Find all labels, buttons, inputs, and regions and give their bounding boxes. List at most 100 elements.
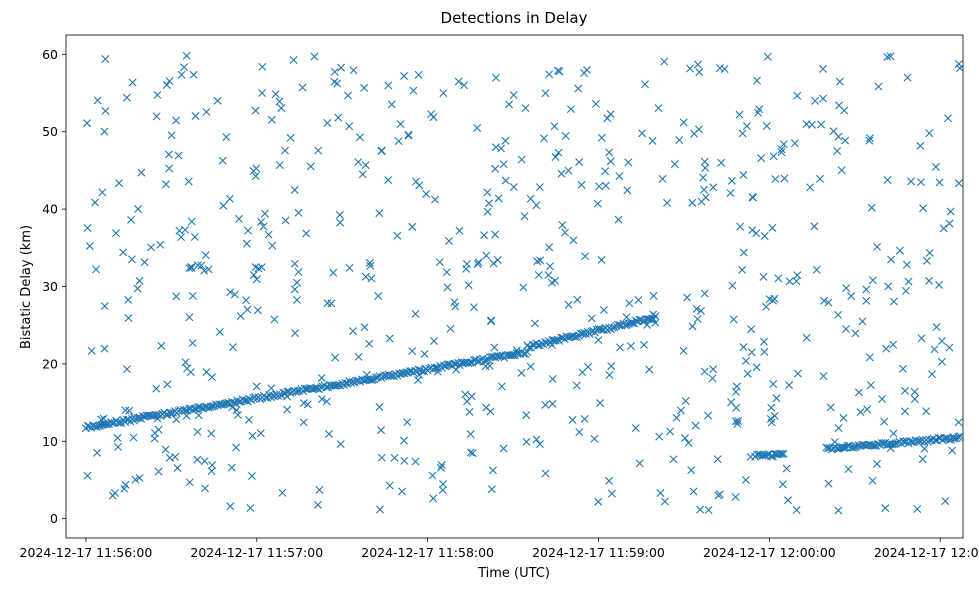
- data-point: [709, 365, 718, 374]
- x-tick-label: 2024-12-17 11:57:00: [190, 545, 323, 560]
- data-point: [910, 395, 919, 404]
- data-point: [207, 429, 216, 438]
- data-point: [468, 449, 477, 458]
- data-point: [868, 441, 877, 450]
- data-point: [605, 476, 614, 485]
- data-point: [377, 426, 386, 435]
- data-point: [200, 457, 209, 466]
- data-point: [881, 504, 890, 513]
- data-point: [487, 485, 496, 494]
- data-point: [626, 319, 635, 328]
- data-point: [694, 125, 703, 134]
- data-point: [693, 315, 702, 324]
- data-point: [293, 278, 301, 287]
- data-point: [834, 101, 843, 110]
- data-point: [181, 358, 190, 367]
- data-point: [108, 491, 117, 500]
- data-point: [742, 122, 751, 130]
- data-point: [772, 394, 781, 403]
- data-point: [507, 351, 516, 360]
- data-point: [920, 444, 929, 453]
- data-point: [727, 176, 736, 185]
- data-point: [545, 262, 554, 271]
- data-point: [501, 136, 510, 145]
- data-point: [606, 110, 615, 119]
- data-point: [810, 222, 819, 231]
- data-point: [202, 368, 211, 377]
- data-point: [937, 336, 946, 345]
- data-point: [844, 465, 853, 474]
- data-point: [330, 67, 339, 76]
- data-point: [222, 133, 231, 142]
- data-point: [752, 229, 761, 238]
- data-point: [470, 303, 478, 312]
- data-point: [219, 201, 228, 210]
- data-point: [884, 282, 893, 291]
- data-point: [785, 277, 794, 286]
- data-point: [345, 263, 354, 272]
- data-point: [683, 293, 692, 302]
- data-point: [226, 288, 235, 297]
- data-point: [499, 444, 508, 453]
- data-point: [187, 263, 196, 272]
- data-point: [124, 314, 133, 322]
- data-point: [460, 81, 469, 90]
- data-point: [473, 259, 482, 268]
- data-point: [856, 408, 865, 417]
- data-point: [226, 502, 235, 511]
- data-point: [597, 255, 606, 264]
- data-point: [780, 174, 789, 183]
- data-point: [645, 365, 654, 374]
- data-point: [100, 127, 109, 136]
- data-point: [140, 258, 149, 267]
- data-point: [394, 137, 403, 146]
- data-point: [366, 375, 375, 384]
- data-point: [442, 268, 451, 277]
- data-point: [517, 368, 526, 377]
- data-point: [256, 429, 265, 438]
- data-point: [882, 344, 891, 353]
- data-point: [289, 56, 298, 65]
- data-point: [393, 231, 402, 240]
- data-point: [747, 325, 756, 334]
- data-point: [197, 261, 206, 270]
- data-point: [270, 315, 279, 324]
- data-point: [865, 136, 874, 145]
- data-point: [918, 455, 927, 464]
- data-point: [561, 228, 569, 237]
- y-axis: 0 10 20 30 40 50 60: [42, 47, 66, 526]
- data-point: [91, 198, 100, 207]
- data-point: [903, 73, 912, 82]
- data-point: [399, 436, 408, 445]
- data-point: [253, 306, 262, 315]
- data-point: [186, 368, 195, 377]
- data-point: [259, 222, 268, 231]
- data-point: [873, 459, 881, 468]
- data-point: [548, 374, 557, 383]
- data-point: [450, 298, 459, 307]
- data-point: [400, 72, 409, 81]
- data-point: [715, 64, 724, 73]
- data-point: [755, 105, 764, 114]
- data-point: [930, 345, 939, 354]
- data-point: [375, 209, 384, 218]
- data-point: [411, 457, 420, 466]
- data-point: [157, 341, 166, 350]
- data-point: [700, 157, 709, 166]
- data-point: [218, 156, 227, 165]
- data-point: [574, 84, 583, 93]
- y-tick-label: 40: [42, 202, 58, 217]
- data-point: [714, 491, 723, 500]
- data-point: [283, 405, 292, 414]
- data-point: [201, 251, 210, 260]
- data-point: [249, 167, 258, 176]
- data-point: [386, 371, 395, 380]
- data-point: [347, 378, 356, 387]
- data-point: [466, 448, 475, 457]
- data-point: [336, 440, 345, 449]
- data-point: [700, 367, 709, 376]
- data-point: [494, 194, 503, 203]
- data-point: [954, 179, 963, 188]
- y-tick-label: 20: [42, 356, 58, 371]
